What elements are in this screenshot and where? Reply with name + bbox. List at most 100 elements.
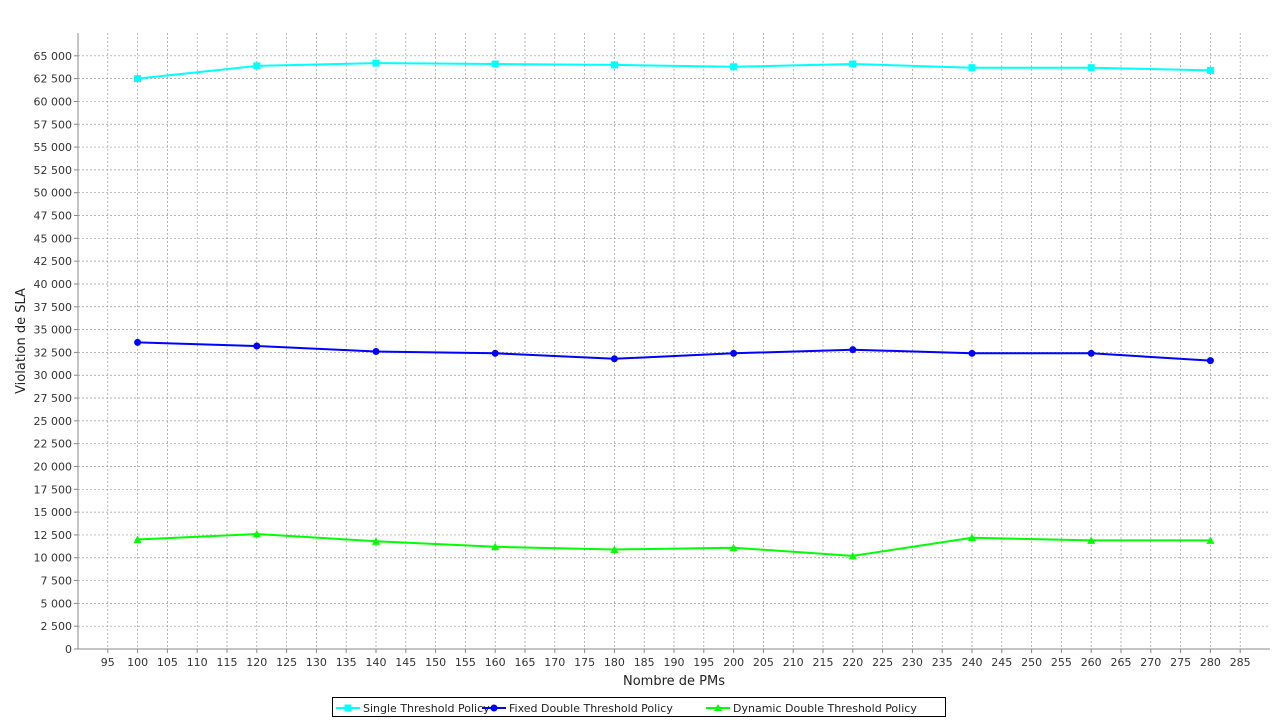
data-point: [849, 60, 857, 68]
y-tick-label: 40 000: [34, 278, 73, 291]
y-tick-label: 42 500: [34, 255, 73, 268]
x-tick-label: 255: [1051, 656, 1072, 669]
y-tick-label: 65 000: [34, 50, 73, 63]
grid-lines: [78, 33, 1270, 650]
y-tick-label: 32 500: [34, 346, 73, 359]
data-point: [730, 63, 738, 71]
legend-label: Fixed Double Threshold Policy: [509, 701, 673, 715]
x-tick-labels: 95 100 105 110 115 120 125 130 135 140 145 150 155 16…: [101, 649, 1251, 669]
x-tick-label: 180: [604, 656, 625, 669]
x-tick-label: 240: [962, 656, 983, 669]
y-tick-label: 25 000: [34, 415, 73, 428]
triangle-marker-icon: [706, 704, 730, 711]
x-tick-label: 285: [1230, 656, 1251, 669]
y-tick-label: 15 000: [34, 506, 73, 519]
x-tick-label: 110: [187, 656, 208, 669]
y-tick-label: 55 000: [34, 141, 73, 154]
x-tick-label: 235: [932, 656, 953, 669]
data-point: [491, 60, 499, 68]
y-axis-title: Violation de SLA: [14, 288, 29, 394]
data-point: [372, 537, 380, 545]
data-point: [491, 349, 499, 357]
data-point: [1206, 66, 1214, 74]
y-tick-label: 12 500: [34, 529, 73, 542]
x-tick-label: 120: [246, 656, 267, 669]
x-tick-label: 275: [1170, 656, 1191, 669]
x-tick-label: 250: [1021, 656, 1042, 669]
square-marker-icon: [336, 704, 360, 712]
data-point: [1087, 349, 1095, 357]
y-tick-label: 7 500: [41, 575, 73, 588]
y-tick-label: 0: [65, 643, 72, 656]
y-tick-label: 35 000: [34, 324, 73, 337]
data-point: [133, 535, 142, 543]
data-point: [968, 349, 976, 357]
data-point: [252, 530, 261, 538]
data-point: [610, 61, 618, 69]
x-tick-label: 220: [842, 656, 863, 669]
data-point: [610, 545, 619, 554]
y-tick-label: 47 500: [34, 210, 73, 223]
y-tick-label: 62 500: [34, 73, 73, 86]
data-point: [968, 533, 976, 542]
x-tick-label: 135: [336, 656, 357, 669]
x-tick-label: 130: [306, 656, 327, 669]
x-tick-label: 100: [127, 656, 148, 669]
y-tick-label: 57 500: [34, 118, 73, 131]
y-tick-label: 45 000: [34, 232, 73, 245]
x-axis-title: Nombre de PMs: [623, 674, 725, 689]
y-tick-label: 30 000: [34, 369, 73, 382]
x-tick-label: 230: [902, 656, 923, 669]
data-point: [491, 542, 500, 551]
data-point: [134, 338, 142, 346]
legend-item-dynamic-double-threshold: Dynamic Double Threshold Policy: [705, 700, 917, 716]
x-tick-label: 95: [101, 656, 115, 669]
x-tick-label: 155: [455, 656, 476, 669]
y-tick-label: 10 000: [34, 552, 73, 565]
line-chart: 0 2 500 5 000 7 500 10 000 12 500 15 000 17 500…: [14, 33, 1270, 689]
y-tick-label: 22 500: [34, 438, 73, 451]
series-1: [134, 59, 1214, 83]
circle-marker-icon: [482, 704, 506, 712]
x-tick-label: 165: [515, 656, 536, 669]
x-tick-label: 210: [783, 656, 804, 669]
x-tick-label: 270: [1140, 656, 1161, 669]
data-point: [372, 59, 380, 67]
data-point: [848, 551, 857, 560]
series-line: [137, 532, 1211, 557]
x-tick-label: 215: [813, 656, 834, 669]
x-tick-label: 150: [425, 656, 446, 669]
y-tick-label: 27 500: [34, 392, 73, 405]
data-point: [849, 346, 857, 354]
data-point: [729, 543, 738, 552]
data-point: [134, 75, 142, 83]
legend-item-fixed-double-threshold: Fixed Double Threshold Policy: [481, 700, 673, 716]
y-tick-label: 5 000: [41, 597, 73, 610]
data-point: [1206, 357, 1214, 365]
data-point: [372, 347, 380, 355]
series-2: [134, 338, 1214, 365]
x-tick-label: 140: [366, 656, 387, 669]
series-line: [137, 62, 1211, 80]
y-tick-label: 60 000: [34, 95, 73, 108]
x-tick-label: 125: [276, 656, 297, 669]
data-point: [253, 342, 261, 350]
legend-label: Single Threshold Policy: [363, 701, 490, 715]
data-point: [1087, 64, 1095, 72]
x-tick-label: 195: [693, 656, 714, 669]
y-tick-label: 37 500: [34, 301, 73, 314]
legend-item-single-threshold: Single Threshold Policy: [335, 700, 490, 716]
legend: Single Threshold Policy Fixed Double Thr…: [332, 697, 946, 717]
y-tick-labels: 0 2 500 5 000 7 500 10 000 12 500 15 000 17 500…: [34, 50, 78, 656]
y-tick-label: 17 500: [34, 483, 73, 496]
data-point: [730, 349, 738, 357]
series-line: [137, 341, 1211, 362]
x-tick-label: 105: [157, 656, 178, 669]
x-tick-label: 170: [544, 656, 565, 669]
data-point: [1087, 536, 1096, 544]
x-tick-label: 205: [753, 656, 774, 669]
x-tick-label: 175: [574, 656, 595, 669]
x-tick-label: 280: [1200, 656, 1221, 669]
x-tick-label: 200: [723, 656, 744, 669]
x-tick-label: 225: [872, 656, 893, 669]
